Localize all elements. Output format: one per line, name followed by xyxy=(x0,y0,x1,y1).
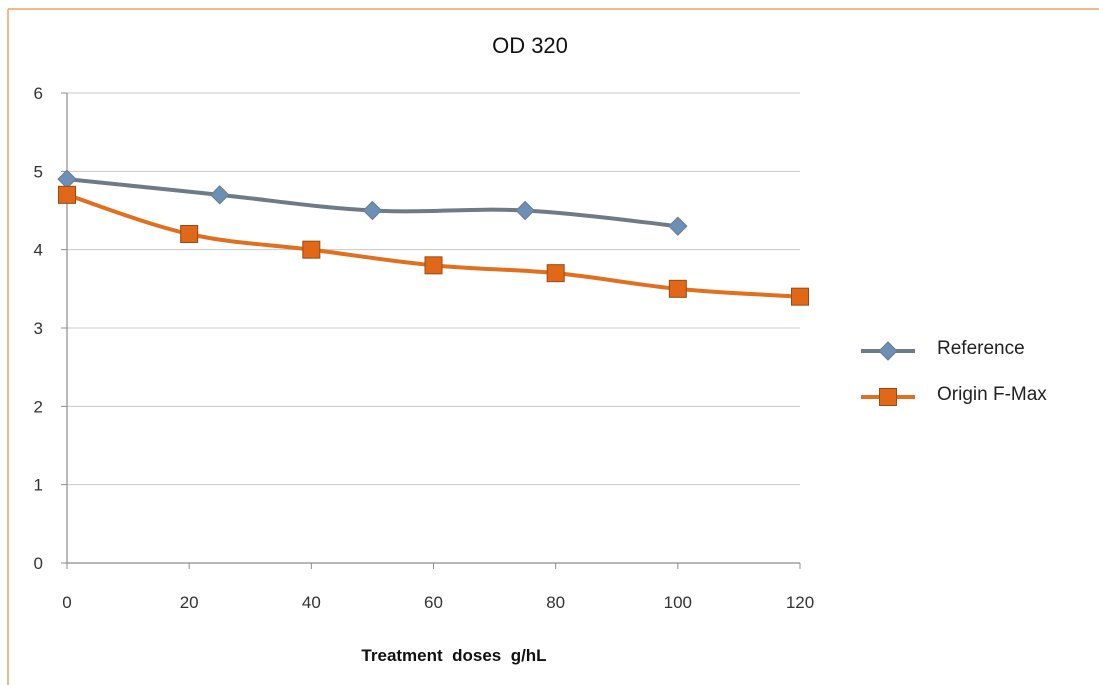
y-tick-label: 1 xyxy=(34,476,43,495)
legend-label: Reference xyxy=(937,338,1025,359)
data-point xyxy=(362,200,383,221)
y-tick-label: 3 xyxy=(34,319,43,338)
legend-marker xyxy=(878,341,898,361)
data-point xyxy=(515,200,535,221)
y-tick-label: 5 xyxy=(34,162,43,181)
x-tick-label: 40 xyxy=(302,593,321,612)
x-tick-label: 100 xyxy=(664,593,692,612)
data-point xyxy=(180,225,199,243)
x-tick-label: 0 xyxy=(62,593,71,612)
x-tick-label: 120 xyxy=(786,593,814,612)
data-point xyxy=(58,185,76,204)
y-tick-label: 2 xyxy=(34,397,43,416)
data-point xyxy=(210,185,230,205)
series-2 xyxy=(58,185,809,306)
legend: Reference Origin F-Max xyxy=(861,338,1047,406)
y-tick-label: 0 xyxy=(34,554,43,573)
x-tick-label: 80 xyxy=(546,593,565,612)
y-tick-label: 6 xyxy=(34,84,43,103)
data-point xyxy=(668,279,687,298)
legend-item: Origin F-Max xyxy=(861,384,1047,406)
data-point xyxy=(57,169,77,189)
data-point xyxy=(302,240,321,259)
data-point xyxy=(791,287,809,306)
legend-marker xyxy=(879,388,897,406)
x-tick-label: 60 xyxy=(424,593,443,612)
chart-title: OD 320 xyxy=(492,33,568,58)
legend-label: Origin F-Max xyxy=(937,384,1047,405)
legend-item: Reference xyxy=(861,338,1025,361)
series-1 xyxy=(57,169,688,236)
y-tick-label: 4 xyxy=(34,241,43,260)
x-axis-title: Treatment doses g/hL xyxy=(361,646,546,665)
x-tick-label: 20 xyxy=(180,593,199,612)
data-point xyxy=(546,264,565,283)
data-point xyxy=(668,216,688,236)
data-point xyxy=(424,256,443,275)
